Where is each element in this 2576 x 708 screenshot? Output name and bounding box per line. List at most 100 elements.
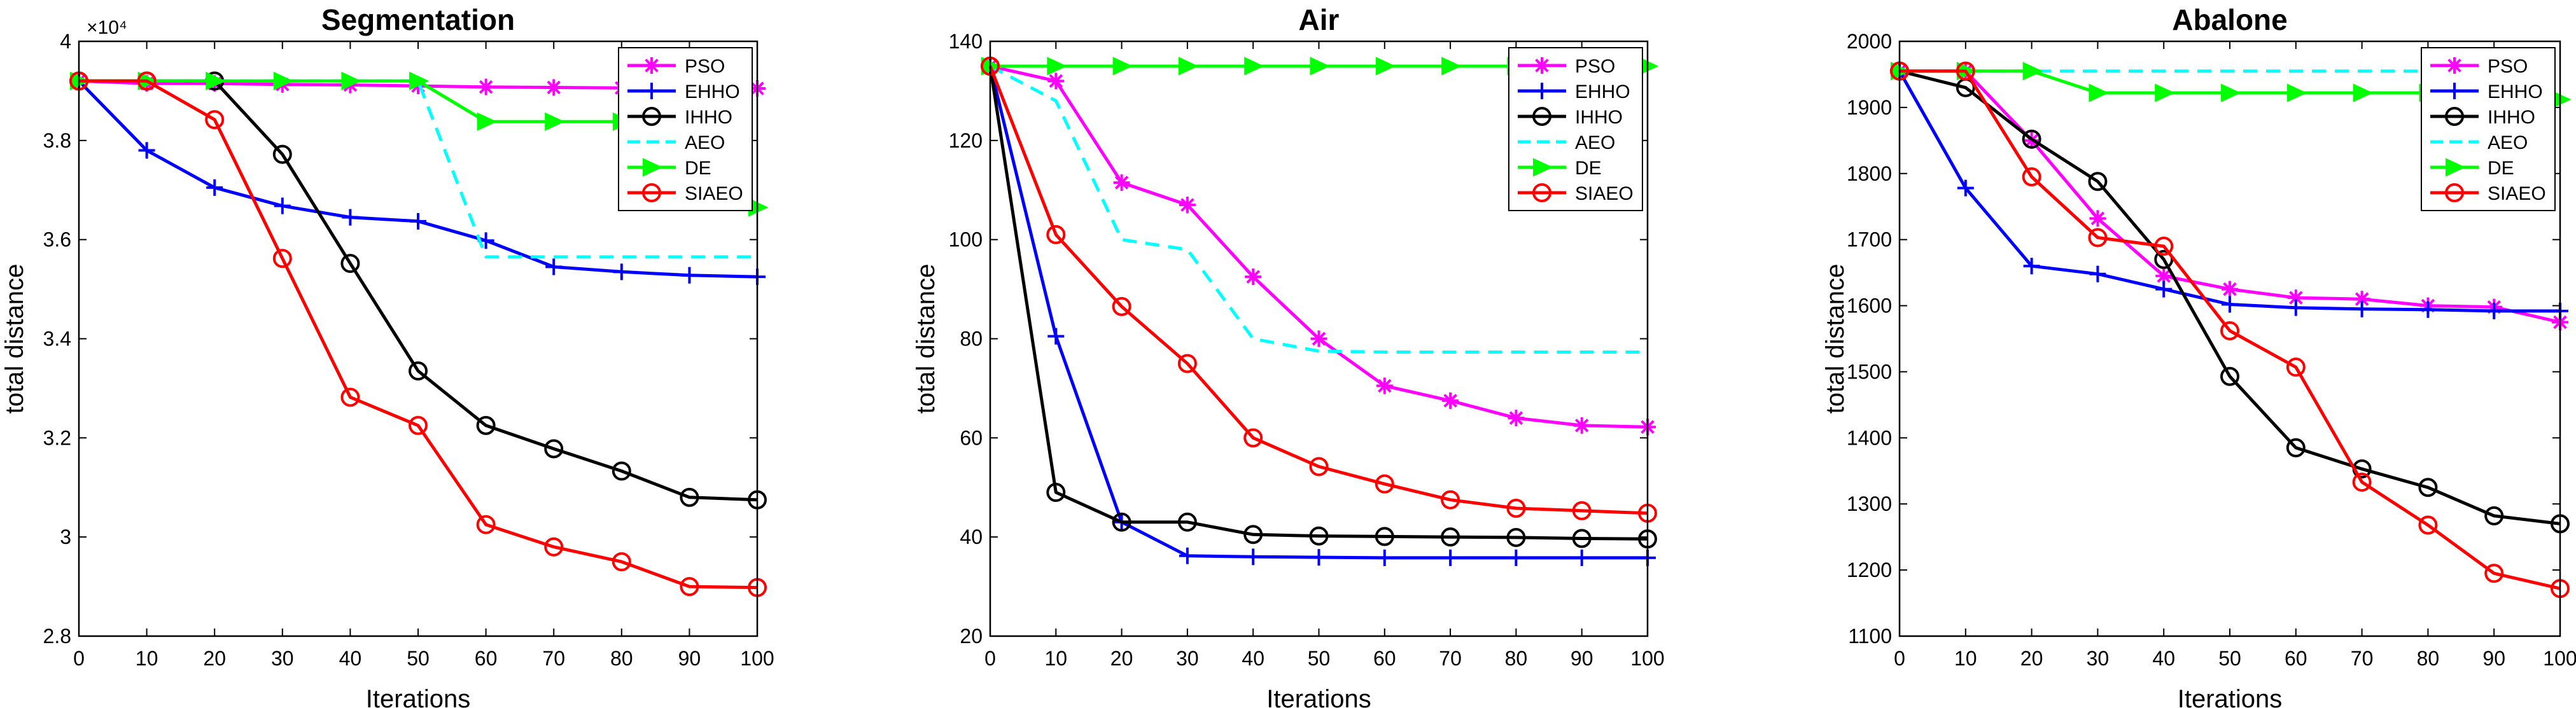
- data-point-ehho: [1047, 328, 1065, 345]
- y-tick-label: 80: [960, 328, 983, 351]
- data-point-ihho: [544, 439, 564, 459]
- legend-label: EHHO: [1575, 81, 1630, 102]
- data-point-ihho: [680, 487, 699, 507]
- data-point-de: [273, 71, 294, 90]
- data-point-ehho: [1957, 179, 1974, 197]
- data-point-siaeo: [272, 249, 292, 268]
- data-point-ehho: [2353, 300, 2370, 317]
- legend-marker-ehho: [643, 83, 660, 99]
- legend-marker-ihho: [2445, 107, 2464, 126]
- data-point-ehho: [2023, 258, 2040, 275]
- axes-frame: [989, 40, 1649, 637]
- x-tick-label: 50: [1308, 647, 1331, 670]
- data-point-ihho: [1309, 526, 1329, 546]
- x-tick-label: 100: [2543, 647, 2576, 670]
- y-tick-label: 1300: [1847, 492, 1892, 515]
- legend-marker-ihho: [642, 107, 661, 126]
- data-point-de: [206, 71, 226, 90]
- y-tick-label: 60: [960, 426, 983, 449]
- x-tick-label: 80: [610, 647, 633, 670]
- data-point-de: [2155, 83, 2175, 102]
- series-line-siaeo: [79, 79, 758, 590]
- x-tick-label: 90: [1571, 647, 1593, 670]
- data-point-siaeo: [612, 552, 631, 572]
- series-line-siaeo: [1900, 69, 2561, 590]
- data-point-ihho: [1572, 529, 1592, 548]
- x-tick-label: 100: [740, 647, 774, 670]
- legend-marker-siaeo: [642, 183, 661, 202]
- legend-marker-ehho: [2446, 83, 2463, 99]
- data-point-ehho: [2486, 302, 2503, 319]
- data-point-ehho: [2419, 301, 2437, 318]
- data-point-ihho: [1441, 527, 1460, 547]
- data-point-pso: [2089, 210, 2106, 227]
- y-tick-label: 20: [960, 625, 983, 648]
- data-point-ehho: [2089, 265, 2106, 282]
- series-line-ihho: [1899, 69, 2561, 525]
- y-tick-label: 1200: [1847, 559, 1892, 581]
- data-point-siaeo: [2286, 357, 2306, 377]
- data-point-de: [2353, 83, 2373, 102]
- data-point-ihho: [476, 415, 496, 435]
- x-tick-label: 60: [475, 647, 498, 670]
- series-layer: [981, 56, 1659, 566]
- x-tick-label: 10: [136, 647, 158, 670]
- x-tick-label: 10: [1954, 647, 1977, 670]
- data-point-pso: [2155, 267, 2173, 284]
- data-point-ehho: [681, 267, 698, 284]
- y-tick-label: 120: [949, 129, 983, 152]
- data-point-siaeo: [2154, 237, 2174, 256]
- x-tick-label: 20: [1110, 647, 1133, 670]
- data-point-ihho: [1177, 512, 1197, 532]
- x-tick-label: 70: [2351, 647, 2374, 670]
- y-tick-label: 2000: [1847, 30, 1892, 53]
- chart-title: Air: [1299, 3, 1340, 36]
- y-tick-label: 1400: [1847, 426, 1892, 449]
- data-point-ehho: [545, 258, 563, 275]
- data-point-siaeo: [1177, 354, 1197, 373]
- x-tick-label: 30: [1176, 647, 1199, 670]
- data-point-ehho: [1442, 549, 1459, 566]
- data-point-siaeo: [2022, 167, 2041, 186]
- data-point-siaeo: [1441, 490, 1460, 510]
- data-point-de: [1112, 57, 1133, 76]
- legend-label: SIAEO: [2488, 183, 2546, 204]
- data-point-siaeo: [2484, 564, 2504, 583]
- y-tick-label: 3.4: [43, 328, 71, 351]
- data-point-de: [341, 71, 361, 90]
- legend-marker-siaeo: [2445, 183, 2464, 202]
- data-point-siaeo: [680, 577, 699, 597]
- data-point-de: [409, 71, 430, 90]
- y-tick-label: 3: [60, 525, 71, 548]
- legend-marker-de: [1533, 158, 1553, 177]
- x-tick-label: 60: [2285, 647, 2307, 670]
- data-point-ihho: [1112, 512, 1131, 532]
- y-tick-label: 1800: [1847, 162, 1892, 185]
- data-point-ehho: [342, 209, 359, 226]
- data-point-ihho: [272, 144, 292, 164]
- x-axis-label: Iterations: [1266, 685, 1371, 708]
- x-tick-label: 100: [1630, 647, 1664, 670]
- data-point-siaeo: [205, 110, 225, 130]
- x-tick-label: 80: [1505, 647, 1528, 670]
- chart-panel-3: Abalone Iterations total distance 0 10 20 30 40…: [1821, 3, 2576, 708]
- data-point-ehho: [2155, 281, 2173, 298]
- legend-label: EHHO: [685, 81, 740, 102]
- x-tick-label: 20: [203, 647, 226, 670]
- x-tick-label: 0: [984, 647, 996, 670]
- y-tick-label: 1700: [1847, 228, 1892, 251]
- data-point-ehho: [1245, 548, 1262, 566]
- legend-label: IHHO: [685, 107, 732, 128]
- data-point-ehho: [1310, 549, 1327, 566]
- data-point-ehho: [613, 263, 630, 281]
- y-axis-label: total distance: [1, 264, 29, 414]
- data-point-ihho: [612, 461, 631, 481]
- x-tick-label: 30: [2087, 647, 2110, 670]
- data-point-pso: [1376, 377, 1393, 394]
- x-tick-label: 70: [1439, 647, 1462, 670]
- x-tick-label: 20: [2020, 647, 2043, 670]
- chart-title: Abalone: [2172, 3, 2287, 36]
- data-point-ihho: [1046, 483, 1066, 503]
- series-line-ihho: [988, 66, 1648, 541]
